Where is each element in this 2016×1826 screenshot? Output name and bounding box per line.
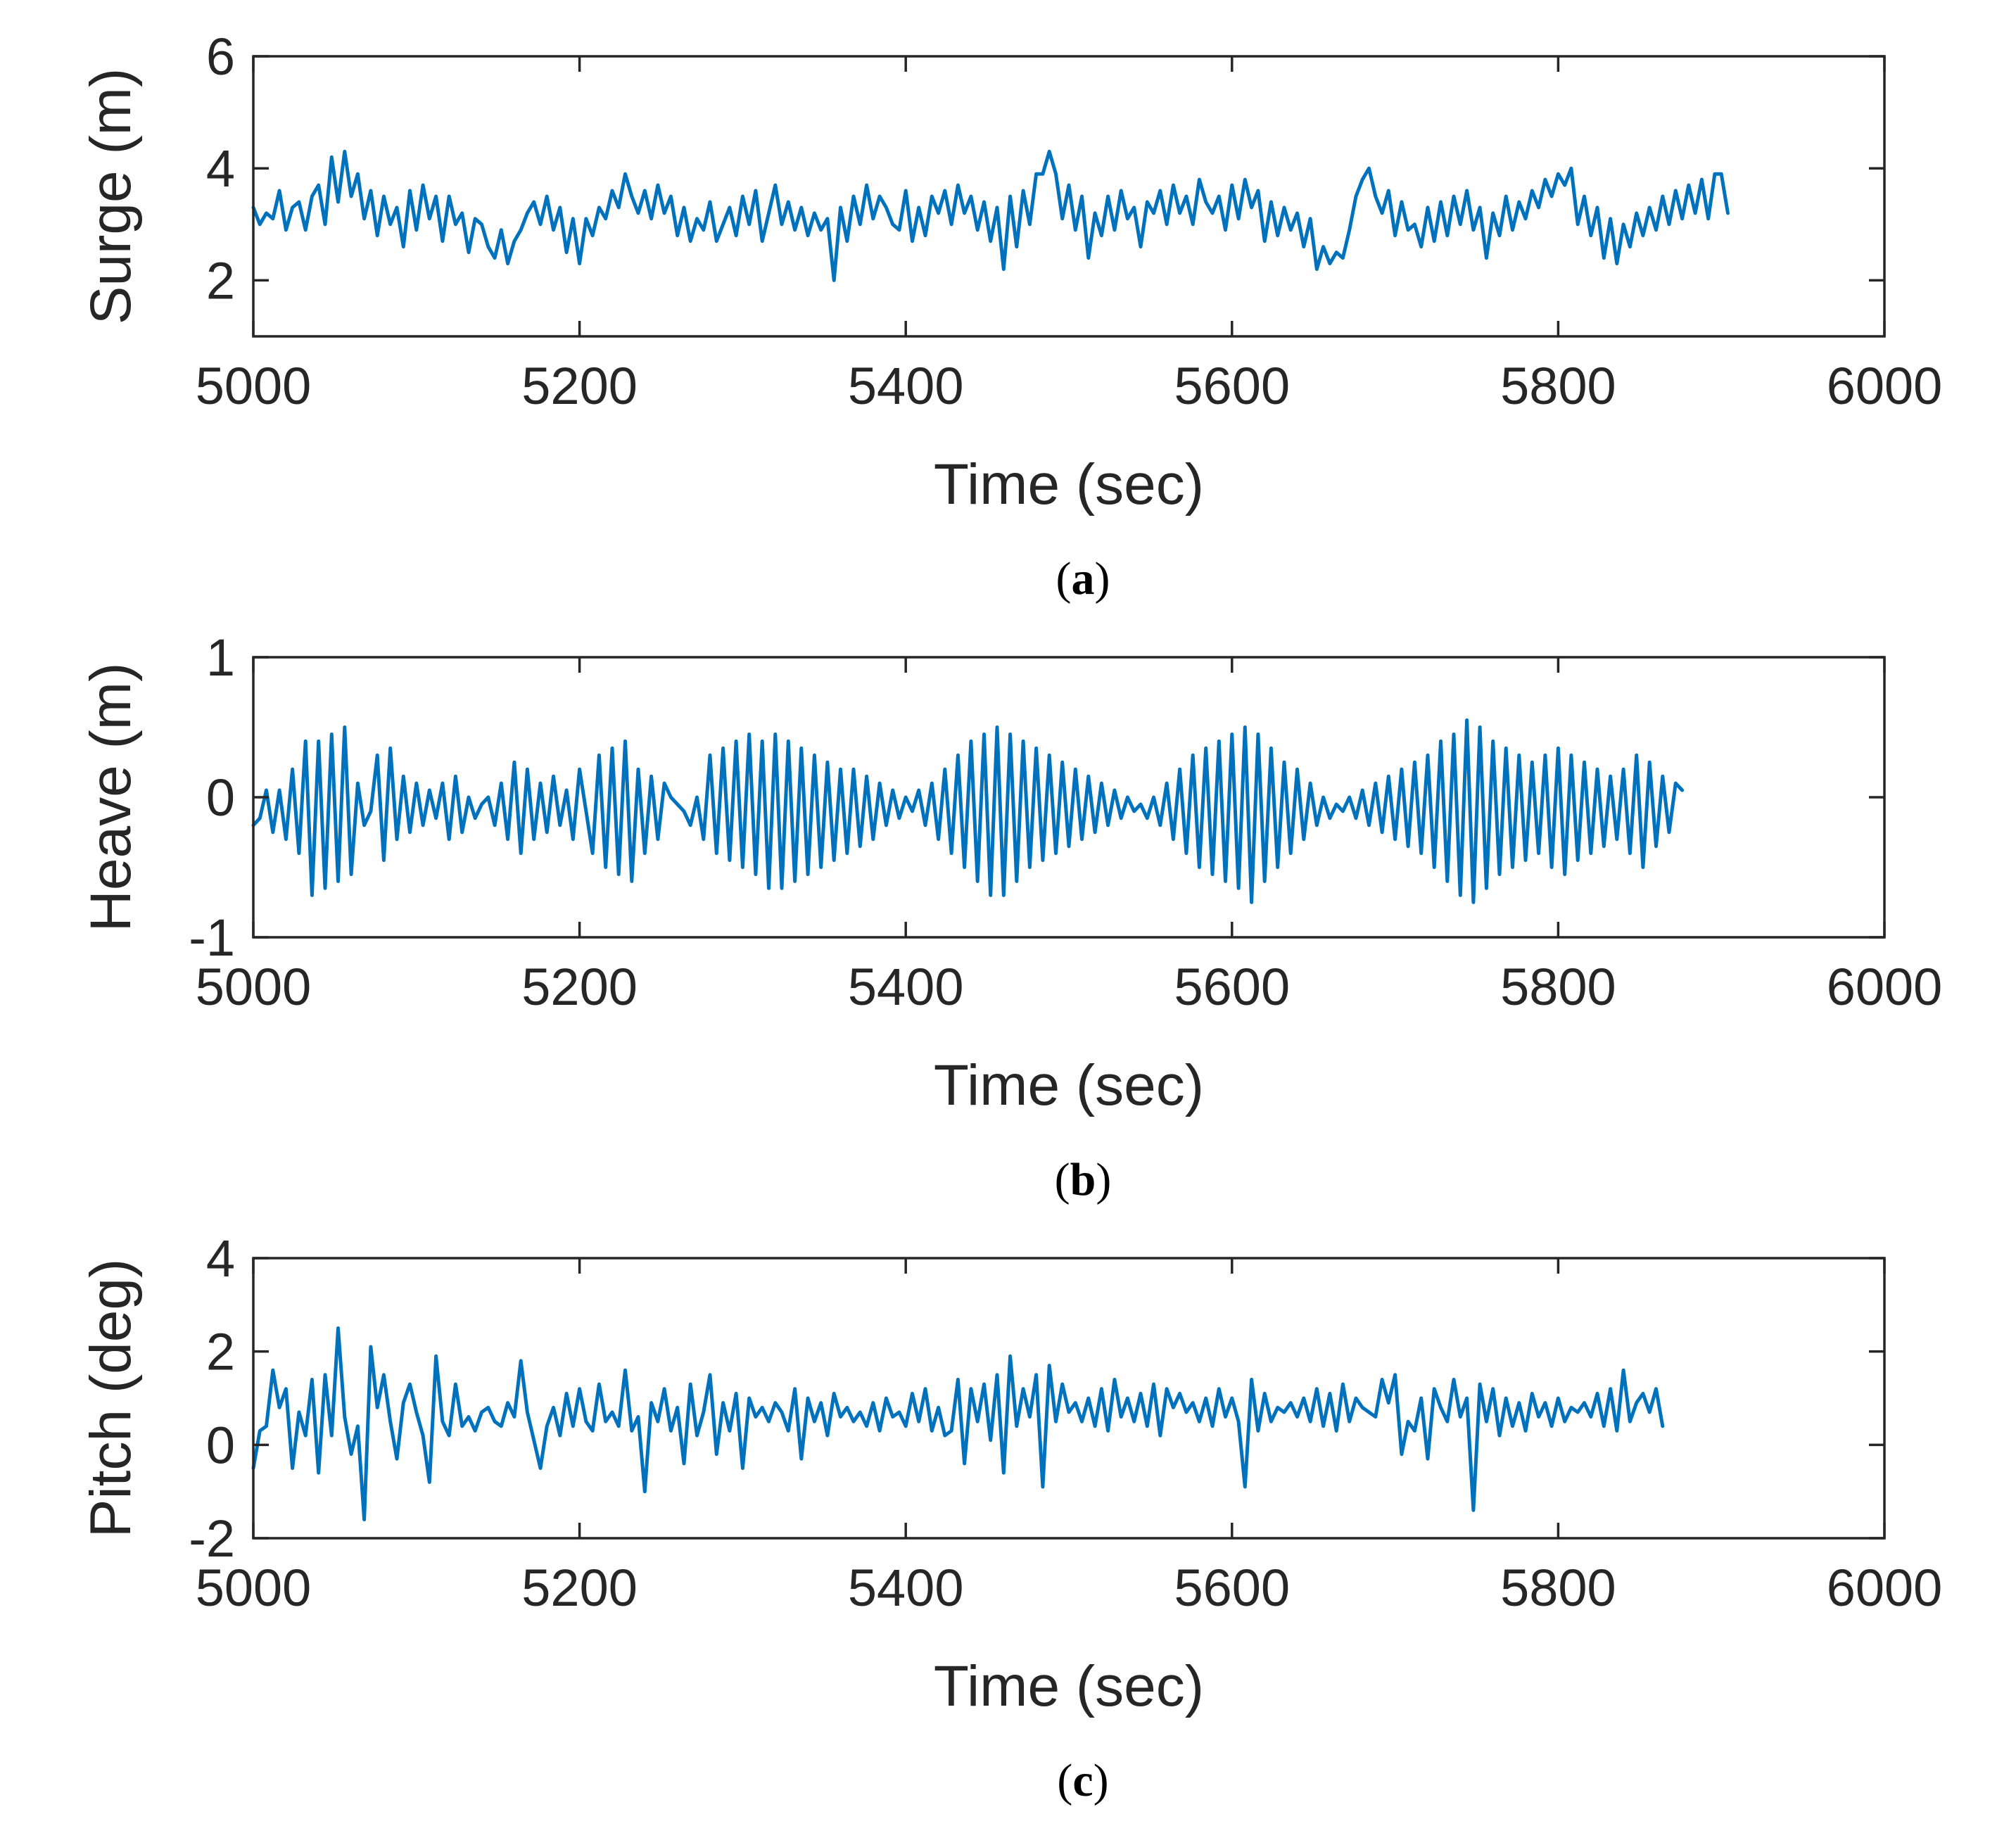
axes-box [252, 1257, 1886, 1540]
series-line-pitch [251, 1326, 1665, 1521]
x-tick-label: 5000 [196, 958, 312, 1016]
chart-panel-a: 5000 5200 5400 5600 5800 6000 2 4 6 Time (sec) Sur… [79, 27, 1942, 604]
y-tick-label: 0 [206, 768, 235, 827]
panel-label: (b) [1055, 1154, 1112, 1205]
y-tick-label: 2 [206, 251, 235, 310]
y-tick-label: 4 [206, 1229, 235, 1288]
panel-label: (c) [1057, 1755, 1108, 1806]
x-axis-label: Time (sec) [934, 1053, 1204, 1117]
y-tick-label: 4 [206, 139, 235, 198]
series-line-heave [251, 718, 1685, 904]
x-tick-label: 5600 [1174, 958, 1290, 1016]
y-tick-label: 6 [206, 27, 235, 86]
x-axis-label: Time (sec) [934, 1654, 1204, 1718]
x-tick-label: 5200 [521, 357, 638, 415]
y-tick-label: -1 [189, 908, 235, 967]
x-tick-label: 6000 [1827, 1559, 1943, 1617]
x-tick-label: 5600 [1174, 357, 1290, 415]
x-tick-label: 5000 [196, 1559, 312, 1617]
y-axis-label: Pitch (deg) [79, 1259, 143, 1538]
y-tick-label: 1 [206, 628, 235, 687]
x-tick-label: 5200 [521, 1559, 638, 1617]
x-tick-label: 5400 [848, 958, 964, 1016]
x-axis-label: Time (sec) [934, 452, 1204, 516]
x-tick-label: 5400 [848, 357, 964, 415]
x-tick-label: 5200 [521, 958, 638, 1016]
x-tick-label: 5000 [196, 357, 312, 415]
x-tick-label: 5800 [1500, 357, 1616, 415]
chart-panel-b: 5000 5200 5400 5600 5800 6000 -1 0 1 Time (sec) He… [79, 628, 1942, 1205]
x-tick-label: 5600 [1174, 1559, 1290, 1617]
x-tick-label: 5800 [1500, 1559, 1616, 1617]
x-tick-label: 5800 [1500, 958, 1616, 1016]
chart-panel-c: 5000 5200 5400 5600 5800 6000 -2 0 2 4 Time (sec) P… [79, 1229, 1942, 1806]
y-tick-label: 0 [206, 1416, 235, 1474]
y-axis-label: Heave (m) [79, 663, 143, 932]
x-tick-label: 6000 [1827, 958, 1943, 1016]
y-axis-label: Surge (m) [79, 68, 143, 325]
x-tick-label: 6000 [1827, 357, 1943, 415]
y-tick-label: 2 [206, 1323, 235, 1381]
x-tick-label: 5400 [848, 1559, 964, 1617]
panel-label: (a) [1056, 553, 1110, 604]
series-line-surge [251, 149, 1730, 282]
axes-box [252, 55, 1886, 338]
y-tick-label: -2 [189, 1509, 235, 1568]
